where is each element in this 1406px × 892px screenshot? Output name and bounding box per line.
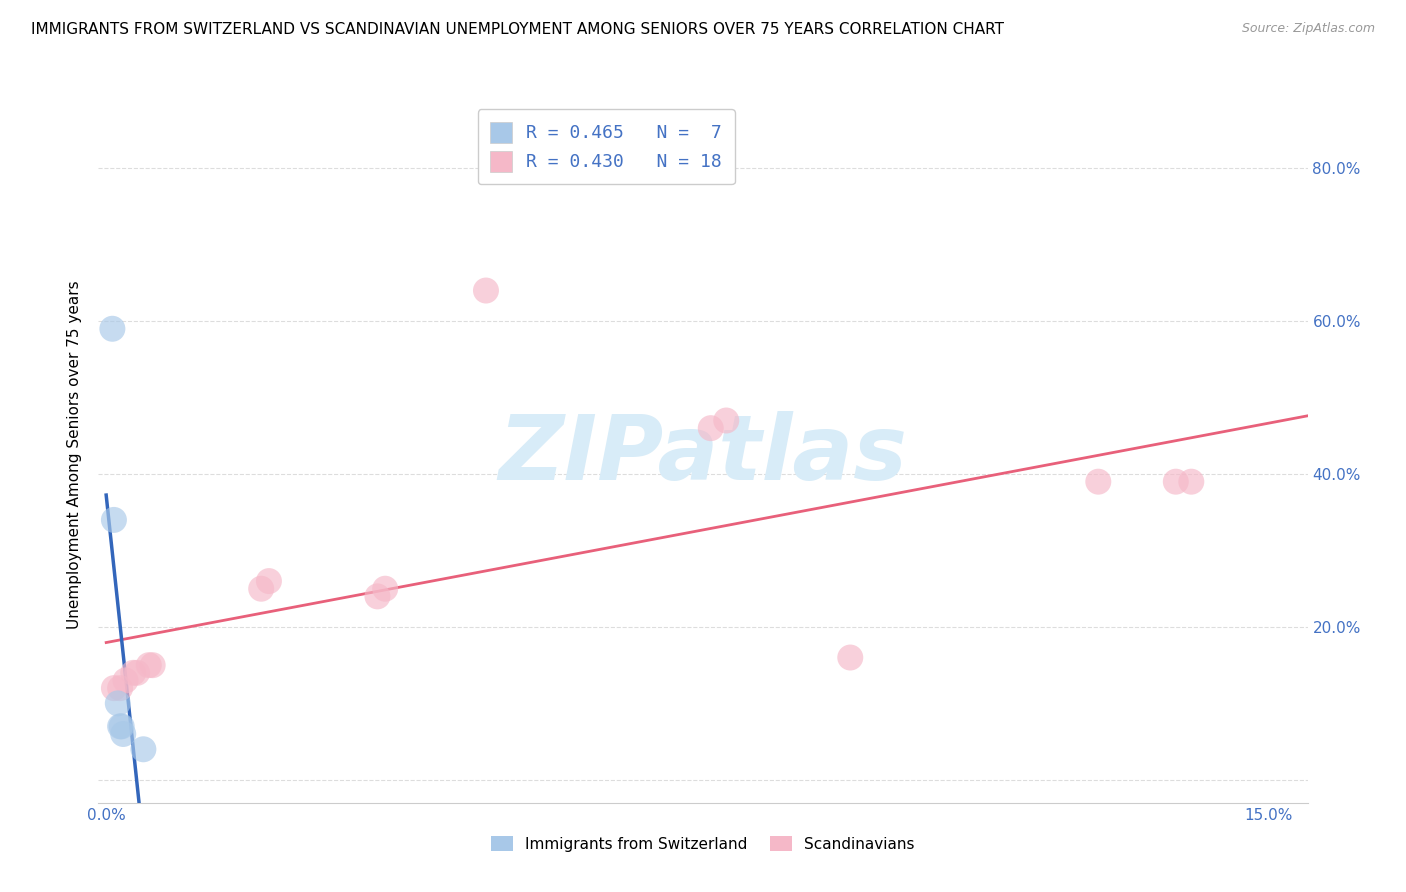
Point bbox=[101, 322, 124, 336]
Point bbox=[114, 673, 136, 688]
Point bbox=[112, 727, 135, 741]
Point bbox=[108, 681, 131, 695]
Y-axis label: Unemployment Among Seniors over 75 years: Unemployment Among Seniors over 75 years bbox=[67, 281, 83, 629]
Point bbox=[103, 513, 125, 527]
Point bbox=[122, 665, 145, 680]
Point bbox=[107, 697, 129, 711]
Point bbox=[111, 719, 134, 733]
Point bbox=[839, 650, 862, 665]
Point bbox=[127, 665, 149, 680]
Point bbox=[475, 284, 498, 298]
Text: Source: ZipAtlas.com: Source: ZipAtlas.com bbox=[1241, 22, 1375, 36]
Legend: Immigrants from Switzerland, Scandinavians: Immigrants from Switzerland, Scandinavia… bbox=[485, 830, 921, 858]
Point bbox=[366, 590, 388, 604]
Point bbox=[716, 413, 738, 427]
Point bbox=[1164, 475, 1187, 489]
Point bbox=[700, 421, 723, 435]
Point bbox=[132, 742, 155, 756]
Point bbox=[108, 719, 131, 733]
Point bbox=[103, 681, 125, 695]
Text: IMMIGRANTS FROM SWITZERLAND VS SCANDINAVIAN UNEMPLOYMENT AMONG SENIORS OVER 75 Y: IMMIGRANTS FROM SWITZERLAND VS SCANDINAV… bbox=[31, 22, 1004, 37]
Point bbox=[142, 658, 165, 673]
Point bbox=[374, 582, 396, 596]
Point bbox=[1087, 475, 1109, 489]
Text: ZIPatlas: ZIPatlas bbox=[499, 411, 907, 499]
Point bbox=[138, 658, 160, 673]
Point bbox=[1180, 475, 1202, 489]
Point bbox=[250, 582, 273, 596]
Point bbox=[257, 574, 280, 588]
